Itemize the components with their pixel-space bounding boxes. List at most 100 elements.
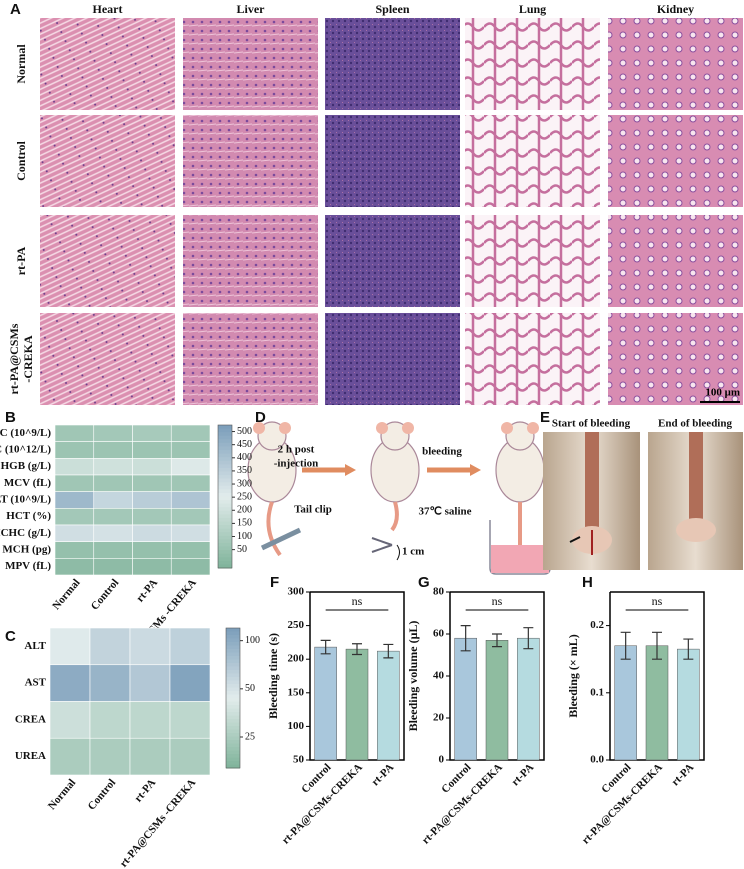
error-bar — [383, 643, 394, 659]
photo-title: End of bleeding — [658, 418, 732, 430]
y-tick-label: 200 — [288, 653, 305, 665]
colorbar-segment — [218, 539, 232, 544]
y-tick-label: 0 — [439, 754, 445, 766]
row-label: CREA — [15, 713, 46, 725]
colorbar-segment — [226, 698, 240, 702]
row-label: HCT (%) — [6, 510, 51, 522]
column-header: Liver — [237, 2, 266, 16]
colorbar-segment — [218, 510, 232, 515]
heat-cell — [89, 701, 131, 739]
heat-cell — [170, 474, 211, 492]
significance-label: ns — [652, 594, 663, 608]
y-axis-label: Bleeding (× mL) — [566, 634, 580, 718]
x-tick-label: rt-PA — [509, 761, 536, 788]
error-bar — [492, 633, 502, 648]
row-label: AST — [25, 677, 47, 689]
colorbar-segment — [226, 642, 240, 646]
y-tick-label: 60 — [433, 628, 445, 640]
heat-cell — [93, 541, 133, 559]
colorbar-segment — [226, 631, 240, 636]
heat-cell — [169, 701, 211, 739]
heat-cell — [132, 424, 172, 442]
colorbar-segment — [218, 489, 232, 494]
diagram-label: 1 cm — [402, 546, 424, 558]
heat-cell — [93, 441, 133, 459]
histology-image — [40, 18, 175, 110]
panel-label: B — [5, 409, 16, 426]
bar — [645, 645, 669, 761]
heat-cell — [132, 558, 172, 576]
y-tick-label: 80 — [433, 586, 445, 598]
histology-image — [608, 115, 743, 207]
heat-cell — [169, 664, 211, 702]
error-bar — [352, 643, 362, 656]
colorbar-segment — [226, 736, 240, 741]
colorbar-segment — [218, 521, 232, 526]
y-tick-label: 20 — [433, 712, 445, 724]
heat-cell — [49, 737, 91, 776]
row-label: ALT — [24, 640, 46, 652]
histology-image — [465, 18, 600, 110]
colorbar-label: 250 — [237, 491, 252, 502]
histology-image — [465, 215, 600, 307]
colorbar-segment — [226, 705, 240, 709]
histology-image — [325, 18, 460, 110]
colorbar-segment — [226, 743, 240, 748]
column-header: Spleen — [375, 2, 409, 16]
histology-grid: Heart Liver Spleen Lung Kidney Normal Control r… — [7, 2, 743, 405]
heat-cell — [93, 558, 133, 576]
heat-cell — [132, 474, 172, 492]
colorbar-segment — [218, 485, 232, 490]
colorbar-segment — [226, 673, 240, 678]
colorbar-segment — [226, 687, 240, 692]
column-label: Control — [86, 777, 119, 813]
row-label: RBC (10^12/L) — [0, 444, 51, 456]
colorbar-segment — [226, 715, 240, 720]
histology-image — [183, 215, 318, 307]
histology-image — [183, 18, 318, 110]
heat-cell — [132, 491, 172, 509]
colorbar-segment — [226, 719, 240, 723]
colorbar-segment — [226, 733, 240, 737]
panel-label: D — [255, 409, 266, 426]
colorbar-segment — [218, 560, 232, 565]
diagram-step: bleeding — [422, 446, 462, 458]
heat-cell — [93, 508, 133, 526]
panel-label: F — [270, 574, 279, 591]
heat-cell — [170, 458, 211, 476]
photo-title: Start of bleeding — [552, 418, 631, 430]
heat-cell — [129, 627, 171, 666]
colorbar-segment — [226, 740, 240, 744]
histology-image — [608, 215, 743, 307]
colorbar-segment — [226, 652, 240, 657]
colorbar-segment — [218, 446, 232, 451]
heat-cell — [54, 458, 95, 476]
colorbar-segment — [226, 701, 240, 706]
colorbar-segment — [226, 708, 240, 713]
colorbar-segment — [218, 442, 232, 447]
diagram-label: Tail clip — [294, 504, 332, 516]
colorbar-label: 400 — [237, 452, 252, 463]
colorbar-segment — [218, 464, 232, 469]
heat-cell — [170, 441, 211, 459]
colorbar-segment — [218, 439, 232, 444]
colorbar-segment — [218, 460, 232, 465]
bar — [485, 640, 509, 761]
colorbar-frame — [225, 627, 241, 769]
heat-cell — [89, 664, 131, 702]
photos — [543, 432, 743, 570]
y-tick-label: 40 — [433, 670, 445, 682]
error-bar — [460, 625, 471, 652]
row-label: MCHC (g/L) — [0, 527, 51, 539]
heat-cell — [132, 458, 172, 476]
colorbar-segment — [218, 471, 232, 476]
heat-cell — [49, 701, 91, 739]
heat-cell — [89, 737, 131, 776]
colorbar-segment — [218, 553, 232, 558]
error-bar — [620, 631, 631, 660]
histology-image — [40, 115, 175, 207]
colorbar-segment — [226, 684, 240, 688]
y-tick-label: 250 — [288, 619, 305, 631]
significance-label: ns — [492, 594, 503, 608]
heat-cell — [170, 524, 211, 542]
